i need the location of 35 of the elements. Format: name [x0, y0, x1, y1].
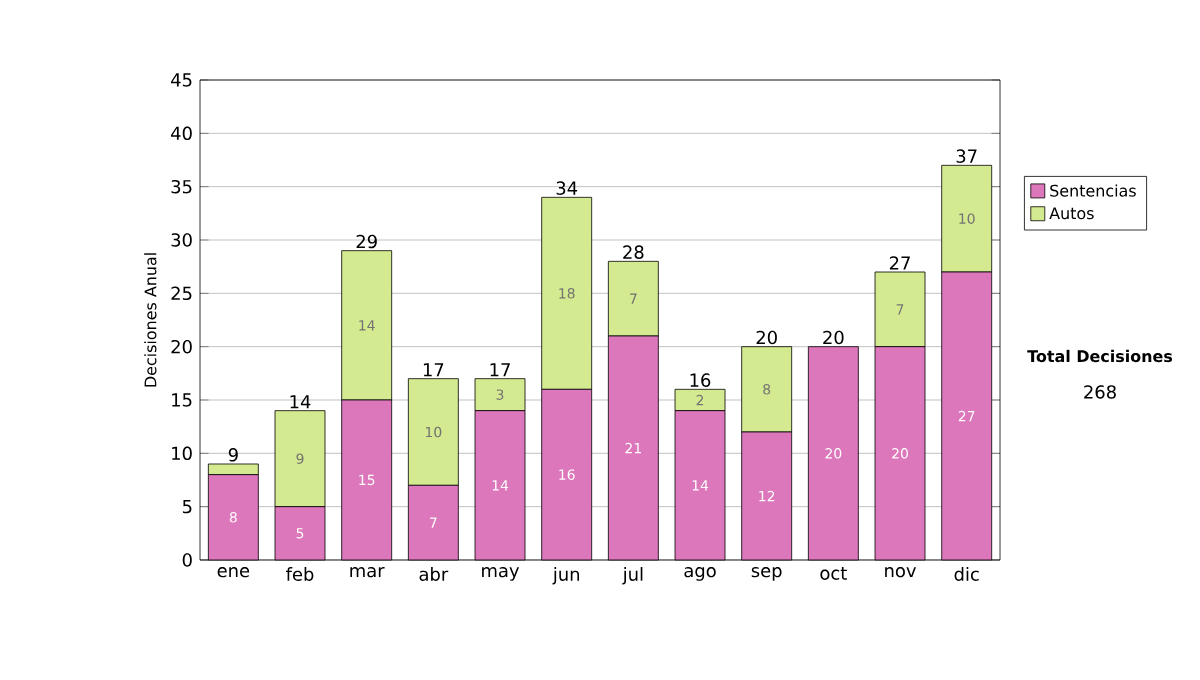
x-tick-label: nov — [885, 567, 916, 578]
y-tick-label: 5 — [182, 500, 192, 514]
y-tick-label: 20 — [171, 339, 192, 354]
y-tick-label: 25 — [171, 286, 192, 301]
y-tick-label: 30 — [171, 233, 192, 247]
x-tick-label: dic — [954, 567, 979, 581]
x-tick-label: abr — [419, 567, 449, 581]
x-tick-label: may — [482, 567, 520, 581]
y-tick-label: 45 — [171, 73, 192, 87]
total-label: 9 — [228, 448, 238, 462]
x-tick-label: feb — [286, 567, 314, 581]
x-tick-label: ene — [217, 567, 250, 578]
total-label: 28 — [623, 245, 644, 259]
total-label: 29 — [356, 234, 377, 249]
x-tick-label: mar — [350, 567, 385, 578]
y-tick-label: 15 — [172, 393, 192, 407]
y-tick-label: 0 — [182, 553, 192, 567]
y-tick-label: 10 — [172, 446, 192, 461]
x-tick-label: jun — [552, 567, 580, 585]
total-label: 27 — [889, 256, 910, 270]
text: 268 — [1084, 385, 1116, 399]
total-label: 17 — [423, 363, 444, 377]
y-tick-label: 35 — [171, 179, 192, 194]
total-label: 17 — [490, 363, 510, 377]
total-label: 20 — [823, 330, 844, 345]
x-tick-label: ago — [684, 567, 716, 581]
total-label: 20 — [756, 330, 777, 345]
total-label: 16 — [690, 373, 711, 387]
x-tick-label: oct — [820, 567, 847, 580]
total-label: 34 — [556, 181, 578, 195]
y-tick-label: 40 — [171, 126, 192, 141]
x-tick-label: jul — [622, 567, 643, 585]
total-label: 37 — [956, 149, 977, 163]
total-label: 14 — [290, 395, 311, 409]
x-tick-label: sep — [751, 567, 782, 581]
